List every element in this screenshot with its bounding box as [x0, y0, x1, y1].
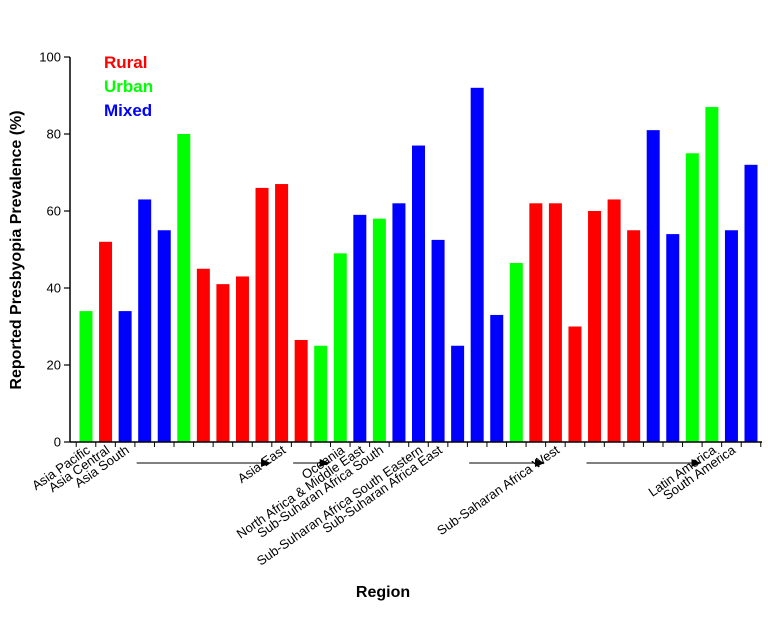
x-ticks	[75, 442, 762, 447]
bar-rural	[568, 326, 582, 442]
bar-mixed	[724, 230, 738, 442]
y-ticks: 0 20 40 60 80 100	[39, 50, 70, 450]
bar-urban	[705, 107, 719, 443]
y-tick-label: 20	[47, 358, 61, 373]
bar-mixed	[138, 199, 152, 442]
bar-rural	[216, 284, 230, 442]
bar-urban	[314, 345, 328, 442]
bar-urban	[509, 262, 523, 442]
axes-layer	[69, 57, 762, 443]
y-tick-label: 100	[39, 50, 61, 65]
bar-urban	[79, 311, 93, 442]
bar-urban	[177, 134, 191, 442]
bar-urban	[685, 153, 699, 442]
y-tick-label: 60	[47, 204, 61, 219]
bar-mixed	[157, 230, 171, 442]
bar-mixed	[666, 234, 680, 442]
legend-item: Rural	[104, 53, 147, 72]
legend-item: Urban	[104, 77, 153, 96]
legend-item: Mixed	[104, 101, 152, 120]
y-tick-label: 40	[47, 281, 61, 296]
bar-mixed	[431, 239, 445, 443]
bar-mixed	[470, 87, 484, 443]
bar-rural	[196, 268, 210, 442]
bar-rural	[255, 187, 269, 442]
bar-rural	[294, 339, 308, 442]
bar-mixed	[646, 130, 660, 442]
bar-urban	[333, 253, 347, 442]
bar-urban	[372, 218, 386, 442]
bar-rural	[607, 199, 621, 442]
bar-mixed	[353, 214, 367, 442]
bar-mixed	[392, 203, 406, 442]
bar-mixed	[744, 164, 758, 443]
y-tick-label: 80	[47, 127, 61, 142]
bar-rural	[99, 241, 113, 442]
bar-mixed	[412, 145, 425, 443]
region-label: Sub-Saharan Africa West	[434, 442, 562, 538]
bar-mixed	[451, 345, 465, 442]
y-axis-title: Reported Presbyopia Prevalence (%)	[8, 110, 25, 389]
x-axis-title: Region	[356, 584, 410, 601]
legend: Rural Urban Mixed	[104, 53, 153, 120]
bar-rural	[548, 203, 562, 442]
bar-mixed	[490, 314, 504, 442]
bar-rural	[588, 211, 602, 442]
bar-rural	[275, 184, 289, 443]
bar-rural	[529, 203, 543, 442]
bars-layer	[79, 87, 758, 443]
bar-rural	[627, 230, 641, 442]
bar-rural	[235, 276, 249, 442]
y-tick-label: 0	[54, 435, 61, 450]
bar-mixed	[118, 311, 132, 442]
region-label: Asia East	[235, 442, 289, 486]
